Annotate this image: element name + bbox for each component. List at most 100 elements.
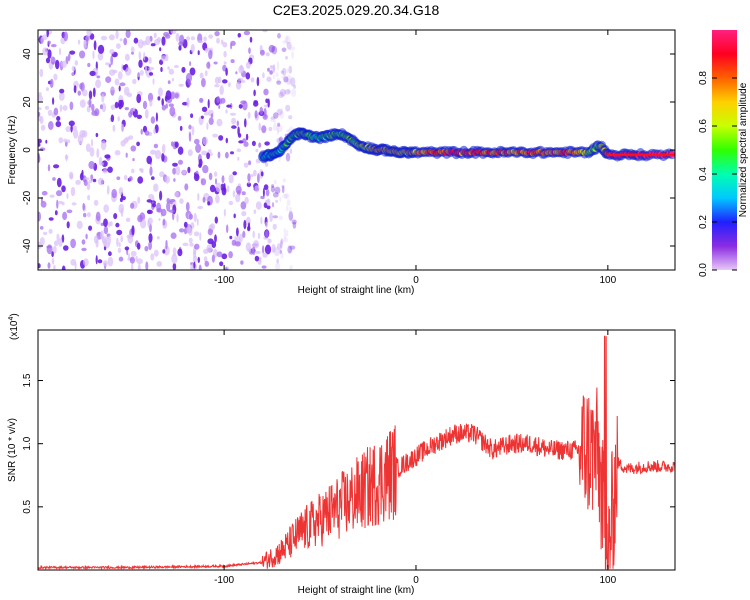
noise-blob	[38, 263, 41, 269]
noise-blob	[123, 86, 130, 96]
noise-blob	[59, 88, 65, 94]
noise-blob	[96, 148, 100, 159]
noise-blob	[280, 240, 283, 249]
noise-blob	[175, 166, 181, 176]
noise-blob	[50, 44, 57, 48]
noise-blob	[92, 178, 97, 183]
colorbar-tick-label: 0.4	[698, 167, 709, 181]
noise-blob	[225, 67, 228, 76]
noise-blob	[214, 76, 220, 84]
noise-blob	[216, 37, 220, 44]
noise-blob	[101, 93, 105, 103]
noise-blob	[274, 246, 281, 257]
x-tick-label: 100	[600, 575, 617, 586]
noise-blob	[235, 71, 238, 75]
noise-blob	[177, 248, 183, 257]
noise-blob	[47, 262, 51, 269]
noise-blob	[243, 30, 251, 36]
noise-blob	[138, 59, 143, 68]
noise-blob	[219, 85, 224, 96]
noise-blob	[110, 114, 115, 123]
noise-blob	[166, 201, 171, 212]
noise-blob	[162, 218, 166, 226]
y-tick-label: 1.0	[22, 436, 33, 450]
noise-blob	[105, 76, 112, 83]
noise-blob	[51, 257, 55, 265]
noise-blob	[186, 97, 190, 108]
noise-blob	[272, 192, 279, 198]
noise-blob	[256, 76, 260, 87]
noise-blob	[137, 263, 141, 270]
noise-blob	[151, 176, 155, 181]
noise-blob	[242, 138, 247, 143]
noise-blob	[48, 121, 54, 130]
noise-blob	[254, 110, 258, 119]
snr-multiplier-close: )	[9, 313, 20, 316]
noise-blob	[217, 151, 221, 159]
noise-blob	[86, 30, 92, 37]
noise-blob	[112, 124, 116, 132]
noise-blob	[232, 171, 237, 176]
noise-blob	[284, 89, 291, 95]
noise-blob	[265, 188, 270, 197]
noise-blob	[197, 50, 200, 56]
noise-blob	[65, 126, 71, 133]
noise-blob	[79, 50, 86, 59]
noise-blob	[188, 213, 193, 220]
noise-blob	[187, 149, 193, 157]
noise-blob	[173, 64, 179, 69]
noise-blob	[226, 104, 232, 108]
noise-blob	[129, 256, 135, 264]
noise-blob	[288, 115, 293, 120]
noise-blob	[156, 202, 162, 212]
noise-blob	[116, 176, 121, 180]
noise-blob	[252, 230, 255, 239]
noise-blob	[291, 51, 294, 59]
noise-blob	[253, 89, 256, 97]
noise-blob	[218, 135, 224, 141]
noise-blob	[119, 82, 126, 87]
noise-blob	[177, 146, 184, 155]
noise-blob	[152, 78, 155, 85]
noise-blob	[223, 61, 227, 65]
noise-blob	[39, 226, 44, 230]
noise-blob	[279, 196, 282, 203]
noise-blob	[288, 248, 294, 254]
noise-blob	[53, 240, 59, 246]
noise-blob	[158, 218, 161, 221]
noise-blob	[109, 221, 113, 227]
noise-blob	[89, 147, 95, 157]
noise-blob	[77, 90, 82, 96]
noise-blob	[178, 228, 185, 233]
noise-blob	[228, 82, 231, 87]
noise-blob	[115, 222, 120, 228]
noise-blob	[260, 216, 263, 225]
noise-blob	[269, 65, 274, 69]
noise-blob	[191, 125, 195, 136]
noise-blob	[107, 166, 113, 173]
noise-blob	[274, 186, 281, 194]
noise-blob	[52, 177, 56, 181]
noise-blob	[286, 68, 289, 74]
noise-blob	[206, 244, 213, 253]
noise-blob	[179, 34, 185, 45]
noise-blob	[258, 257, 262, 262]
noise-blob	[254, 185, 260, 193]
noise-blob	[198, 158, 203, 167]
noise-blob	[52, 97, 55, 105]
noise-blob	[235, 185, 242, 194]
noise-blob	[282, 40, 287, 44]
noise-blob	[145, 35, 151, 46]
noise-blob	[275, 72, 279, 78]
noise-blob	[247, 222, 251, 231]
noise-blob	[40, 124, 46, 131]
noise-blob	[189, 61, 192, 66]
noise-blob	[185, 202, 190, 212]
noise-blob	[289, 264, 293, 270]
noise-blob	[190, 36, 195, 41]
noise-blob	[229, 235, 233, 240]
noise-blob	[228, 200, 234, 206]
noise-blob	[285, 80, 292, 85]
noise-blob	[194, 231, 200, 237]
noise-blob	[93, 235, 99, 244]
